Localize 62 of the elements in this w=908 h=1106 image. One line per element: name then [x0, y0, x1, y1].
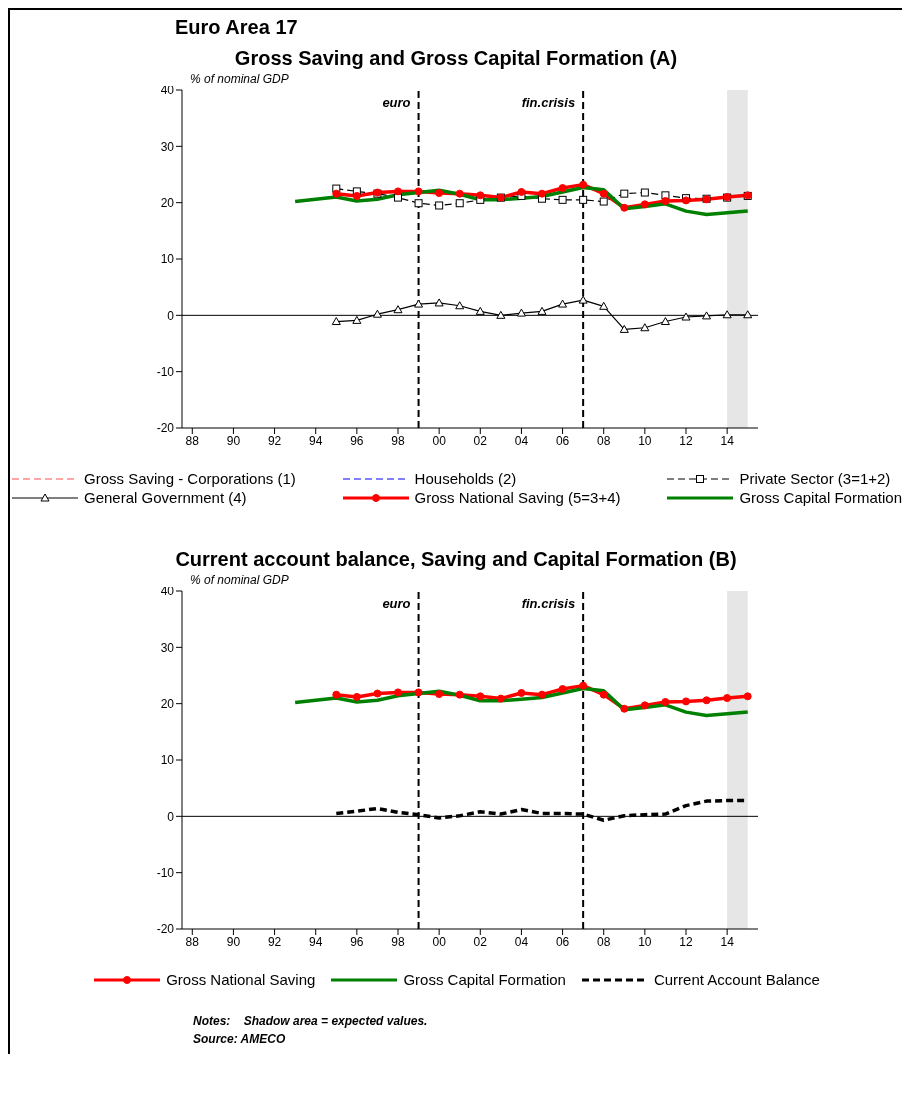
- chart-title: Current account balance, Saving and Capital Formation (B): [174, 547, 738, 571]
- y-tick-label: 20: [160, 195, 175, 210]
- legend-label: Private Sector (3=1+2): [739, 470, 891, 487]
- y-axis-title: % of nominal GDP: [190, 72, 290, 86]
- ref-line-label: euro: [382, 95, 411, 111]
- x-tick-label: 04: [514, 433, 529, 448]
- y-tick-label: 10: [160, 753, 175, 768]
- ref-line-label: euro: [382, 596, 411, 612]
- x-tick-label: 10: [638, 433, 652, 448]
- x-tick-label: 00: [432, 934, 447, 949]
- x-tick-label: 00: [432, 433, 447, 448]
- x-tick-label: 02: [473, 433, 488, 448]
- legend-label: Gross Capital Formation: [403, 971, 566, 988]
- x-tick-label: 14: [720, 433, 735, 448]
- source-note: Source: AMECO: [193, 1032, 287, 1046]
- legend-label: Gross Capital Formation: [739, 489, 902, 506]
- x-tick-label: 88: [185, 934, 200, 949]
- x-tick-label: 94: [309, 934, 323, 949]
- x-tick-label: 12: [679, 433, 693, 448]
- y-tick-label: -20: [156, 922, 175, 937]
- y-tick-label: 0: [167, 308, 175, 323]
- y-tick-label: 0: [167, 809, 175, 824]
- legend-label: Gross National Saving: [166, 971, 316, 988]
- y-tick-label: -10: [156, 364, 175, 379]
- x-tick-label: 12: [679, 934, 693, 949]
- x-tick-label: 14: [720, 934, 735, 949]
- text: Notes: Shadow area = expected values.: [193, 1014, 429, 1028]
- x-tick-label: 88: [185, 433, 200, 448]
- legend-label: Gross Saving - Corporations (1): [84, 470, 296, 487]
- x-tick-label: 08: [597, 433, 611, 448]
- x-tick-label: 94: [309, 433, 323, 448]
- legend-label: Current Account Balance: [653, 971, 820, 988]
- ref-line-label: fin.crisis: [521, 596, 576, 612]
- x-tick-label: 06: [555, 433, 570, 448]
- x-tick-label: 08: [597, 934, 611, 949]
- x-tick-label: 06: [555, 934, 570, 949]
- y-tick-label: 40: [160, 584, 175, 599]
- x-tick-label: 92: [267, 934, 282, 949]
- chart-subtitle: Gross Saving and Gross Capital Formation (A): [233, 47, 679, 70]
- x-tick-label: 10: [638, 934, 652, 949]
- y-tick-label: 20: [160, 696, 175, 711]
- y-tick-label: 40: [160, 83, 175, 98]
- legend-label: General Government (4): [84, 489, 247, 506]
- x-tick-label: 90: [226, 433, 241, 448]
- legend-label: Gross National Saving (5=3+4): [414, 489, 621, 506]
- x-tick-label: 90: [226, 934, 241, 949]
- y-tick-label: 10: [160, 252, 175, 267]
- x-tick-label: 98: [391, 433, 405, 448]
- x-tick-label: 96: [350, 433, 364, 448]
- chart-title: Euro Area 17: [175, 15, 299, 39]
- x-tick-label: 02: [473, 934, 488, 949]
- legend-label: Households (2): [414, 470, 517, 487]
- x-tick-label: 92: [267, 433, 282, 448]
- x-tick-label: 04: [514, 934, 529, 949]
- y-tick-label: 30: [160, 640, 175, 655]
- x-tick-label: 96: [350, 934, 364, 949]
- y-tick-label: -10: [156, 865, 175, 880]
- x-tick-label: 98: [391, 934, 405, 949]
- y-tick-label: -20: [156, 421, 175, 436]
- y-tick-label: 30: [160, 139, 175, 154]
- y-axis-title: % of nominal GDP: [190, 573, 290, 587]
- ref-line-label: fin.crisis: [521, 95, 576, 111]
